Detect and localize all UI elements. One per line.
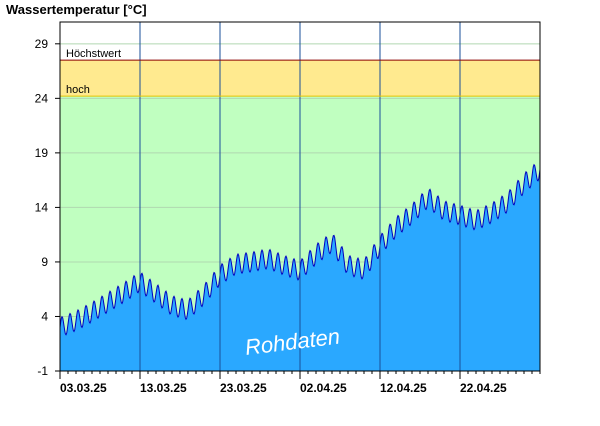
y-tick-label: 24: [35, 91, 49, 105]
x-tick-label: 22.04.25: [460, 381, 507, 395]
y-tick-label: 19: [35, 146, 49, 160]
x-tick-label: 02.04.25: [300, 381, 347, 395]
y-tick-label: 14: [35, 200, 49, 214]
y-tick-label: -1: [37, 364, 48, 378]
y-tick-label: 4: [41, 309, 48, 323]
x-tick-label: 23.03.25: [220, 381, 267, 395]
x-tick-label: 12.04.25: [380, 381, 427, 395]
y-tick-label: 29: [35, 37, 49, 51]
x-tick-label: 03.03.25: [60, 381, 107, 395]
y-tick-label: 9: [41, 255, 48, 269]
x-tick-label: 13.03.25: [140, 381, 187, 395]
series-area: [60, 164, 540, 371]
y-axis-title: Wassertemperatur [°C]: [6, 2, 147, 17]
threshold-label-1: hoch: [66, 84, 90, 96]
threshold-label-0: Höchstwert: [66, 48, 121, 60]
